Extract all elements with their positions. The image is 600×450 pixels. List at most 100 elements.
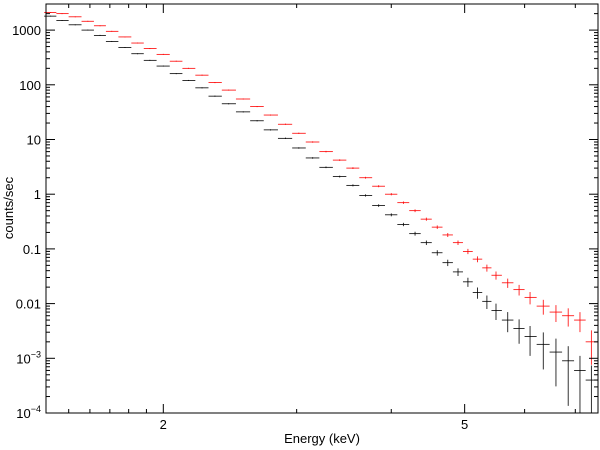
data-point (482, 264, 492, 272)
data-point (68, 16, 82, 18)
data-point (397, 201, 410, 204)
data-point (562, 346, 575, 406)
data-point (250, 120, 264, 122)
y-axis-title: counts/sec (1, 176, 16, 239)
data-point (56, 19, 69, 21)
data-point (182, 67, 196, 69)
data-point (524, 326, 537, 356)
data-point (93, 34, 106, 36)
data-point (118, 47, 132, 49)
data-point (263, 114, 278, 116)
data-point (156, 65, 170, 67)
y-tick-label: 10−3 (16, 349, 41, 366)
data-point (277, 137, 293, 140)
data-point (346, 167, 360, 169)
data-point (562, 308, 575, 327)
data-point (585, 365, 598, 413)
data-point (501, 278, 514, 288)
y-tick-label: 10−4 (16, 404, 41, 421)
data-point (195, 87, 209, 89)
data-point (131, 53, 144, 55)
x-axis-title: Energy (keV) (284, 431, 360, 446)
x-tick-label: 2 (160, 417, 167, 432)
data-point (442, 233, 453, 238)
data-point (549, 338, 563, 387)
data-point (277, 123, 293, 125)
x-tick-label: 5 (461, 417, 468, 432)
data-point (420, 217, 432, 221)
y-tick-label: 0.1 (23, 242, 41, 257)
data-point (372, 204, 385, 207)
data-layer (44, 11, 598, 413)
data-point (452, 268, 463, 276)
data-point (81, 29, 94, 31)
data-point (118, 36, 132, 38)
data-point (574, 312, 586, 333)
data-point (250, 105, 264, 108)
data-point (442, 259, 453, 267)
data-point (472, 287, 483, 299)
data-point (68, 24, 82, 26)
data-point (409, 231, 421, 236)
data-point (263, 129, 278, 131)
y-tick-label: 10 (27, 132, 41, 147)
data-point (208, 82, 222, 84)
axis-layer: 10−4 10−3 0.01 0.1 1 10 100 1000 2 5 (12, 3, 598, 432)
data-point (332, 159, 347, 161)
data-point (235, 98, 251, 100)
data-point (472, 256, 483, 263)
data-point (143, 59, 157, 61)
data-point (169, 60, 183, 62)
data-point (182, 79, 196, 82)
data-point (292, 132, 306, 134)
data-point (156, 53, 170, 55)
data-point (409, 209, 421, 213)
y-tick-label: 100 (19, 78, 41, 93)
data-point (491, 271, 502, 280)
data-point (56, 13, 69, 15)
data-point (235, 111, 251, 113)
data-point (452, 240, 463, 246)
data-point (359, 194, 373, 197)
data-point (319, 166, 333, 169)
plot-frame (45, 3, 599, 414)
data-point (81, 20, 94, 22)
data-point (501, 312, 514, 333)
data-point (513, 319, 525, 344)
data-point (384, 213, 398, 217)
data-series-0 (44, 11, 598, 365)
data-point (305, 141, 320, 143)
data-point (513, 284, 525, 296)
data-point (221, 89, 236, 91)
data-point (305, 157, 320, 159)
data-point (332, 175, 347, 178)
data-point (536, 299, 550, 315)
data-point (462, 248, 473, 255)
y-tick-label: 0.01 (16, 297, 41, 312)
data-point (431, 225, 443, 229)
data-point (143, 48, 157, 50)
data-point (462, 277, 473, 287)
data-point (372, 185, 385, 188)
data-series-1 (44, 15, 598, 413)
data-point (208, 95, 222, 97)
data-point (346, 184, 360, 187)
data-point (131, 42, 144, 44)
data-point (384, 193, 398, 196)
data-point (585, 330, 598, 365)
y-tick-label: 1 (34, 187, 41, 202)
data-point (292, 147, 306, 149)
data-point (195, 74, 209, 76)
data-point (319, 150, 333, 153)
data-point (491, 303, 502, 320)
data-point (169, 73, 183, 75)
data-point (93, 25, 106, 27)
data-point (482, 295, 492, 310)
data-point (397, 222, 410, 227)
data-point (431, 250, 443, 256)
y-tick-label: 1000 (12, 23, 41, 38)
data-point (359, 176, 373, 179)
data-point (549, 305, 563, 322)
data-point (536, 332, 550, 370)
